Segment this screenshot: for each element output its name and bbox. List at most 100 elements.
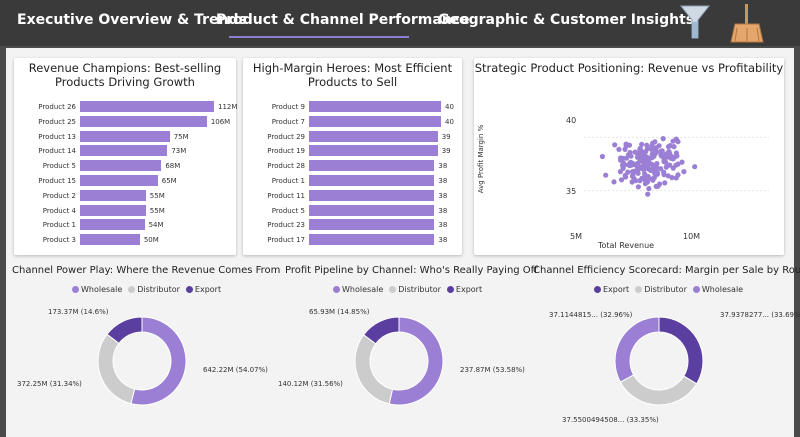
revenue-bar[interactable] (80, 175, 158, 186)
scatter-point[interactable] (632, 149, 638, 155)
scatter-point[interactable] (635, 184, 641, 190)
scatter-point[interactable] (622, 146, 628, 152)
legend-wholesale[interactable]: Wholesale (333, 285, 383, 294)
scatter-point[interactable] (653, 145, 659, 151)
scatter-point[interactable] (665, 144, 672, 150)
margin-bar[interactable] (309, 204, 435, 216)
donut-efficiency-slice-export[interactable] (658, 316, 704, 385)
donut-efficiency-slice-wholesale[interactable] (614, 316, 660, 383)
scatter-point[interactable] (649, 151, 655, 157)
legend-distributor[interactable]: Distributor (128, 285, 180, 294)
donut-revenue-slice-wholesale[interactable] (130, 316, 187, 406)
scatter-point[interactable] (644, 156, 650, 162)
scatter-point[interactable] (599, 153, 605, 160)
scatter-point[interactable] (659, 148, 665, 154)
scatter-point[interactable] (674, 153, 680, 159)
revenue-bar[interactable] (80, 101, 214, 112)
legend-export[interactable]: Export (594, 285, 629, 294)
scatter-point[interactable] (641, 167, 647, 173)
legend-distributor[interactable]: Distributor (389, 285, 441, 294)
donut-profit-slice-export[interactable] (362, 316, 400, 345)
margin-row[interactable]: Product 1 38 (245, 175, 460, 186)
revenue-bar[interactable] (80, 160, 162, 172)
scatter-point[interactable] (658, 153, 664, 159)
scatter-point[interactable] (661, 169, 667, 175)
margin-bar[interactable] (309, 160, 435, 172)
margin-row[interactable]: Product 19 39 (245, 145, 460, 157)
funnel-icon[interactable] (675, 2, 715, 44)
broom-icon[interactable] (727, 2, 767, 44)
scatter-point[interactable] (670, 138, 676, 144)
scatter-point[interactable] (637, 153, 643, 159)
margin-bar[interactable] (309, 175, 435, 186)
scatter-point[interactable] (642, 171, 648, 177)
revenue-row[interactable]: Product 15 65M (16, 175, 234, 186)
revenue-bar[interactable] (80, 189, 146, 201)
tab-geographic-customer[interactable]: Geographic & Customer Insights (438, 12, 695, 28)
scatter-point[interactable] (639, 141, 645, 147)
scatter-point[interactable] (625, 169, 631, 175)
scatter-point[interactable] (642, 181, 648, 187)
margin-bar[interactable] (309, 145, 438, 157)
revenue-row[interactable]: Product 2 55M (16, 189, 234, 201)
scatter-point[interactable] (635, 170, 641, 176)
scatter-point[interactable] (649, 143, 655, 149)
revenue-row[interactable]: Product 3 50M (16, 234, 234, 246)
donut-efficiency-slice-distributor[interactable] (619, 374, 698, 406)
revenue-row[interactable]: Product 25 106M (16, 115, 234, 127)
scatter-point[interactable] (675, 172, 681, 178)
margin-row[interactable]: Product 11 38 (245, 189, 460, 201)
scatter-point[interactable] (692, 164, 698, 170)
scatter-point[interactable] (679, 159, 685, 165)
scatter-point[interactable] (634, 161, 640, 167)
scatter-point[interactable] (620, 160, 626, 166)
margin-bar[interactable] (309, 189, 435, 201)
legend-distributor[interactable]: Distributor (635, 285, 687, 294)
scatter-point[interactable] (673, 162, 679, 168)
scatter-point[interactable] (669, 175, 675, 181)
scatter-point[interactable] (654, 170, 660, 176)
revenue-bar[interactable] (80, 145, 168, 157)
revenue-bar[interactable] (80, 130, 170, 142)
revenue-bar[interactable] (80, 204, 146, 216)
scatter-point[interactable] (633, 178, 639, 184)
scatter-point[interactable] (616, 146, 622, 152)
scatter-point[interactable] (637, 178, 643, 184)
legend-wholesale[interactable]: Wholesale (72, 285, 122, 294)
revenue-row[interactable]: Product 5 68M (16, 160, 234, 172)
scatter-point[interactable] (663, 159, 669, 165)
donut-profit-slice-wholesale[interactable] (388, 316, 444, 406)
scatter-point[interactable] (663, 164, 669, 170)
scatter-point[interactable] (646, 186, 652, 192)
legend-export[interactable]: Export (446, 285, 482, 294)
scatter-point[interactable] (612, 142, 618, 148)
scatter-point[interactable] (603, 172, 609, 178)
scatter-point[interactable] (658, 166, 664, 172)
scatter-point[interactable] (657, 181, 663, 187)
margin-row[interactable]: Product 23 38 (245, 219, 460, 231)
revenue-bar[interactable] (80, 219, 145, 231)
scatter-point[interactable] (618, 177, 625, 183)
margin-bar[interactable] (309, 234, 435, 246)
margin-bar[interactable] (309, 101, 441, 112)
revenue-bar[interactable] (80, 234, 140, 246)
tab-product-channel[interactable]: Product & Channel Performance (216, 12, 470, 28)
margin-bar[interactable] (309, 115, 441, 127)
scatter-point[interactable] (662, 180, 668, 186)
scatter-point[interactable] (630, 172, 636, 178)
margin-row[interactable]: Product 28 38 (245, 160, 460, 172)
scatter-point[interactable] (642, 175, 648, 181)
scatter-point[interactable] (645, 191, 651, 197)
scatter-point[interactable] (637, 165, 643, 171)
margin-bar[interactable] (309, 219, 435, 231)
margin-row[interactable]: Product 29 39 (245, 130, 460, 142)
scatter-point[interactable] (660, 136, 666, 142)
scatter-point[interactable] (681, 169, 687, 175)
revenue-row[interactable]: Product 1 54M (16, 219, 234, 231)
donut-profit-slice-distributor[interactable] (354, 334, 394, 405)
scatter-point[interactable] (628, 153, 634, 159)
margin-row[interactable]: Product 7 40 (245, 115, 460, 127)
scatter-point[interactable] (637, 147, 643, 153)
legend-export[interactable]: Export (185, 285, 221, 294)
margin-row[interactable]: Product 17 38 (245, 234, 460, 246)
